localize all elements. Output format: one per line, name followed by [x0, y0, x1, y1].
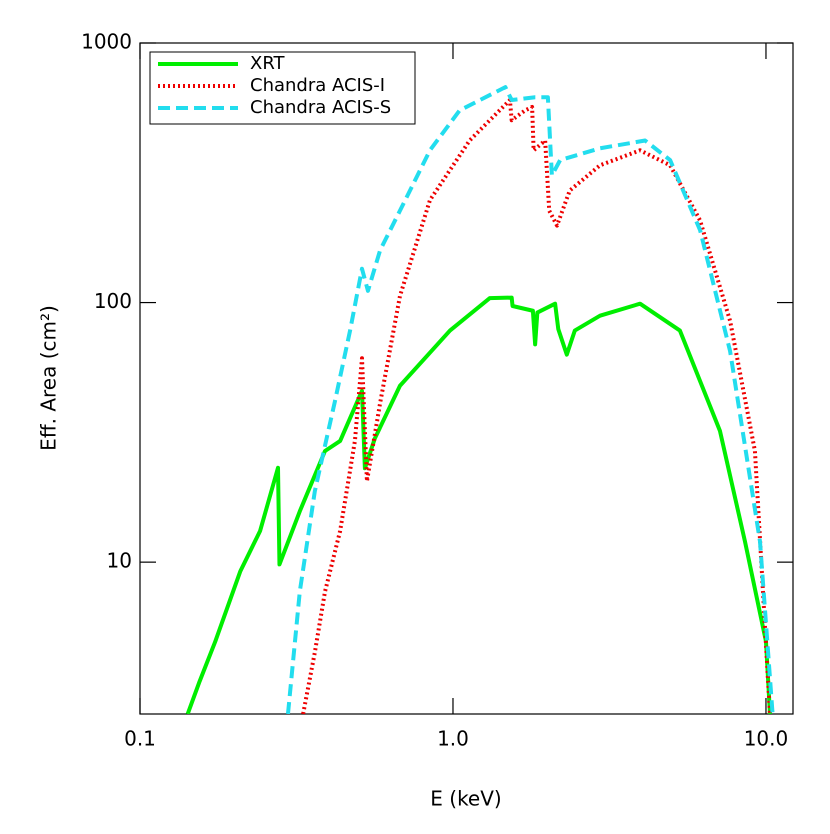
plot-frame	[139, 42, 794, 715]
legend-label: Chandra ACIS-S	[250, 97, 391, 118]
x-tick-label: 0.1	[124, 727, 156, 751]
y-axis-label: Eff. Area (cm²)	[37, 305, 61, 451]
legend-label: XRT	[250, 53, 286, 74]
y-tick-label: 10	[107, 549, 132, 573]
y-tick-label: 1000	[81, 30, 132, 54]
series-line	[301, 98, 772, 714]
x-tick-label: 10.0	[744, 727, 789, 751]
legend-label: Chandra ACIS-I	[250, 75, 385, 96]
series-line	[185, 295, 772, 714]
x-tick-label: 1.0	[437, 727, 469, 751]
x-axis-label: E (keV)	[430, 787, 501, 811]
y-tick-label: 100	[94, 289, 132, 313]
